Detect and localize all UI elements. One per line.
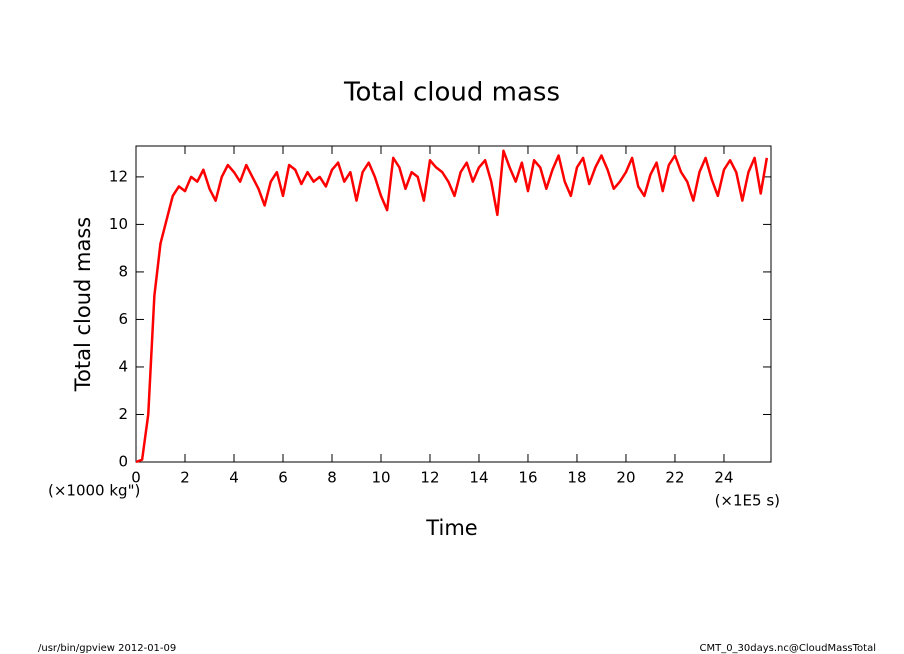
x-axis-label: Time — [425, 516, 477, 540]
x-tick-label: 6 — [278, 469, 288, 487]
x-tick-label: 8 — [327, 469, 337, 487]
x-tick-label: 20 — [616, 469, 635, 487]
y-tick-label: 0 — [118, 453, 128, 471]
plot-frame — [135, 145, 772, 463]
x-tick-label: 24 — [714, 469, 733, 487]
y-tick-label: 10 — [109, 215, 128, 233]
data-line — [135, 149, 769, 464]
y-tick-label: 6 — [118, 310, 128, 328]
x-tick-label: 10 — [371, 469, 390, 487]
x-unit-label: (×1E5 s) — [715, 492, 780, 510]
footer-right: CMT_0_30days.nc@CloudMassTotal — [699, 643, 876, 654]
x-tick-label: 2 — [180, 469, 190, 487]
y-unit-label: (×1000 kg") — [48, 482, 140, 500]
y-axis-label: Total cloud mass — [71, 217, 95, 392]
y-tick-label: 8 — [118, 262, 128, 280]
y-tick-label: 2 — [118, 405, 128, 423]
x-tick-label: 0 — [131, 469, 141, 487]
chart-title: Total cloud mass — [343, 78, 560, 108]
x-tick-label: 12 — [420, 469, 439, 487]
footer-left: /usr/bin/gpview 2012-01-09 — [38, 643, 176, 654]
y-tick-label: 4 — [118, 357, 128, 375]
y-tick-label: 12 — [109, 167, 128, 185]
x-tick-label: 14 — [469, 469, 488, 487]
x-tick-label: 22 — [665, 469, 684, 487]
x-tick-label: 18 — [567, 469, 586, 487]
x-tick-label: 16 — [518, 469, 537, 487]
x-tick-label: 4 — [229, 469, 239, 487]
